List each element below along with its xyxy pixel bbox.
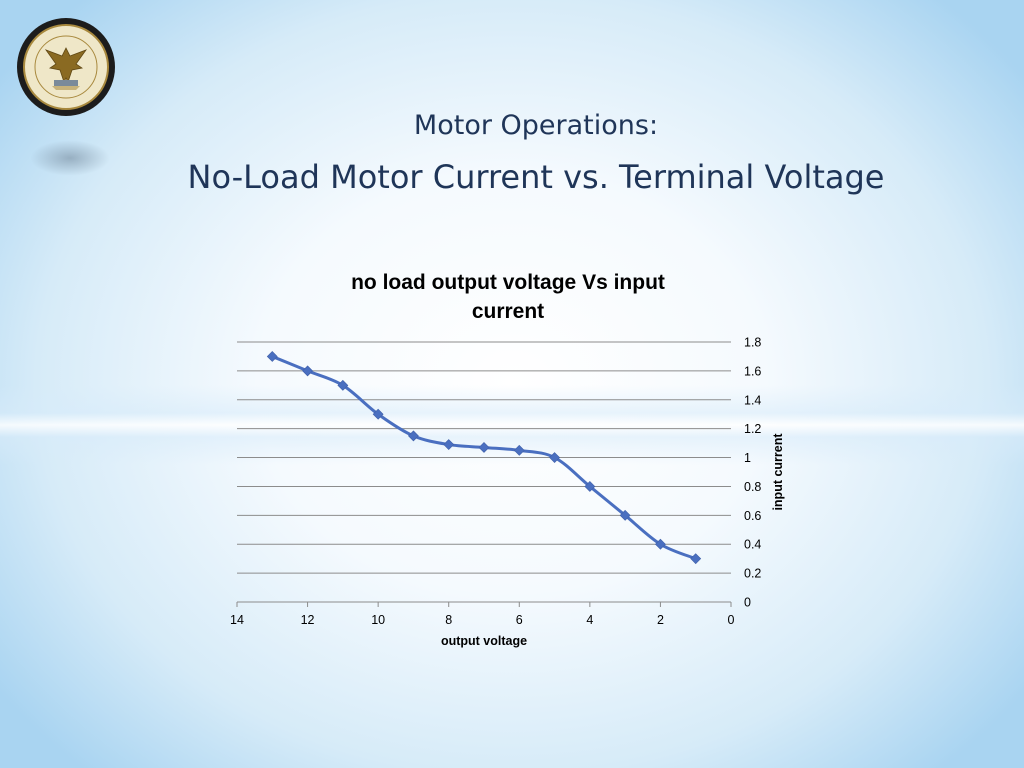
logo-shadow — [30, 140, 110, 176]
chart-title-line1: no load output voltage Vs input — [351, 271, 665, 294]
data-point-marker — [372, 408, 384, 420]
data-point-marker — [443, 439, 455, 450]
x-tick-label: 12 — [301, 613, 315, 627]
x-tick-label: 10 — [371, 613, 385, 627]
data-point-marker — [655, 538, 666, 550]
data-point-marker — [302, 365, 313, 377]
y-tick-label: 0 — [744, 596, 751, 610]
data-point-marker — [266, 351, 278, 362]
chart-title-line2: current — [472, 300, 544, 323]
y-tick-label: 1 — [744, 451, 751, 465]
data-point-marker — [690, 553, 702, 565]
university-seal-icon — [17, 18, 115, 116]
y-axis-label: input current — [771, 433, 785, 511]
data-point-marker — [408, 430, 419, 442]
y-tick-label: 1.6 — [744, 364, 761, 378]
y-tick-label: 0.2 — [744, 567, 761, 581]
y-tick-label: 0.6 — [744, 509, 761, 523]
x-tick-label: 4 — [586, 613, 593, 627]
data-point-marker — [478, 442, 490, 453]
slide-title-line1: Motor Operations: — [413, 110, 659, 141]
x-tick-label: 14 — [230, 613, 244, 627]
background-band — [0, 385, 1024, 465]
y-tick-label: 1.8 — [744, 336, 761, 350]
x-axis-label: output voltage — [441, 634, 527, 648]
y-tick-label: 1.4 — [744, 393, 761, 407]
data-point-marker — [513, 444, 525, 456]
y-tick-label: 0.4 — [744, 538, 761, 552]
data-point-marker — [549, 452, 560, 463]
y-tick-label: 0.8 — [744, 480, 761, 494]
x-tick-label: 2 — [657, 613, 664, 627]
slide-title-line2: No-Load Motor Current vs. Terminal Volta… — [187, 158, 885, 196]
data-point-marker — [584, 481, 596, 492]
data-point-marker — [619, 509, 631, 521]
x-tick-label: 0 — [728, 613, 735, 627]
data-point-marker — [337, 379, 349, 391]
x-tick-label: 6 — [516, 613, 523, 627]
y-tick-label: 1.2 — [744, 422, 761, 436]
x-tick-label: 8 — [445, 613, 452, 627]
